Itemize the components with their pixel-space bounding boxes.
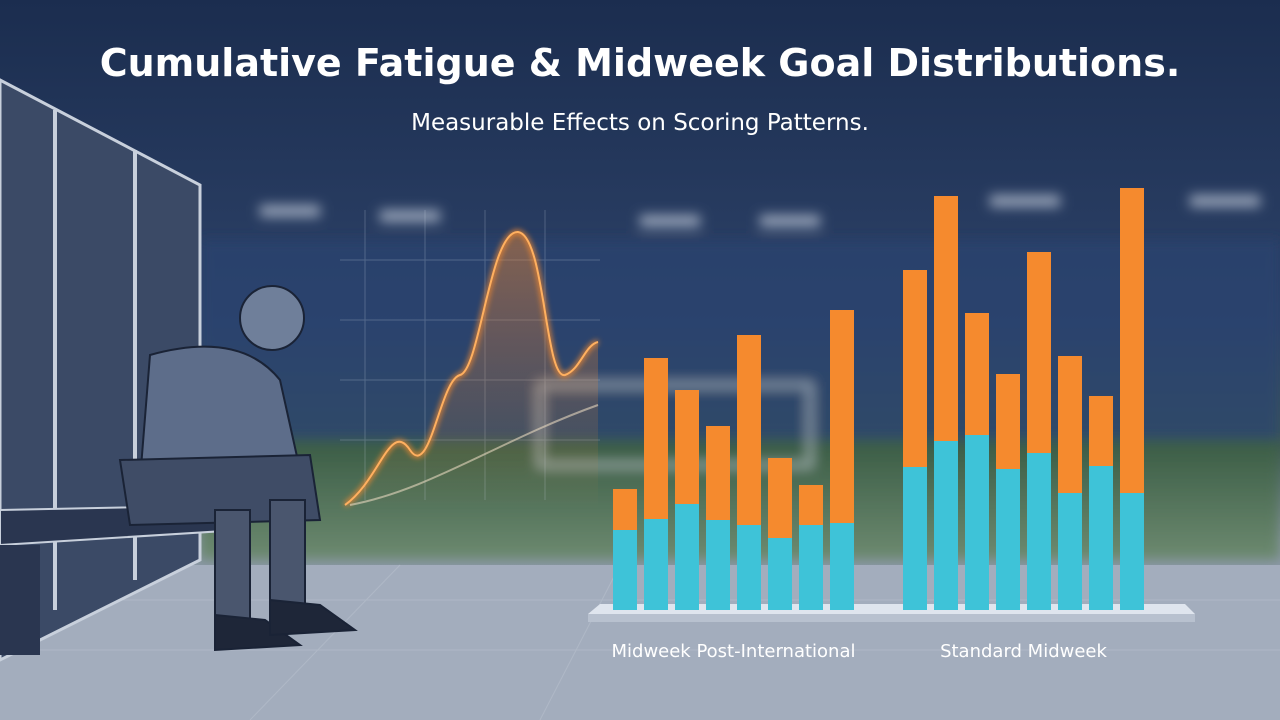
bar-segment — [934, 441, 958, 610]
bar-segment — [675, 390, 699, 504]
bar-segment — [830, 310, 854, 523]
bar-segment — [613, 489, 637, 530]
bar-segment — [1089, 396, 1113, 466]
group-label: Midweek Post-International — [611, 641, 855, 662]
bar-segment — [675, 504, 699, 610]
bar-segment — [1089, 466, 1113, 610]
bar-segment — [830, 523, 854, 610]
floor — [0, 565, 1280, 720]
bar-segment — [768, 458, 792, 538]
bar-segment — [613, 530, 637, 610]
player — [118, 285, 358, 652]
decorative-curve — [343, 229, 599, 511]
bar-segment — [1027, 252, 1051, 453]
bar-segment — [737, 335, 761, 525]
bar-segment — [706, 520, 730, 610]
bar-segment — [1058, 356, 1082, 493]
bar-segment — [1120, 188, 1144, 493]
bar-segment — [644, 358, 668, 519]
bar-segment — [903, 270, 927, 467]
title: Cumulative Fatigue & Midweek Goal Distri… — [100, 41, 1181, 85]
bar-segment — [644, 519, 668, 610]
bar-segment — [965, 435, 989, 610]
bar-segment — [1120, 493, 1144, 610]
bar-segment — [1027, 453, 1051, 610]
bar-segment — [903, 467, 927, 610]
bar-segment — [996, 374, 1020, 469]
group-label: Standard Midweek — [940, 641, 1107, 662]
bar-segment — [1058, 493, 1082, 610]
bar-segment — [934, 196, 958, 441]
subtitle: Measurable Effects on Scoring Patterns. — [411, 110, 869, 136]
bar-segment — [965, 313, 989, 435]
bar-segment — [737, 525, 761, 610]
bar-segment — [996, 469, 1020, 610]
bar-segment — [706, 426, 730, 520]
bar-segment — [768, 538, 792, 610]
bar-segment — [799, 525, 823, 610]
bar-segment — [799, 485, 823, 525]
